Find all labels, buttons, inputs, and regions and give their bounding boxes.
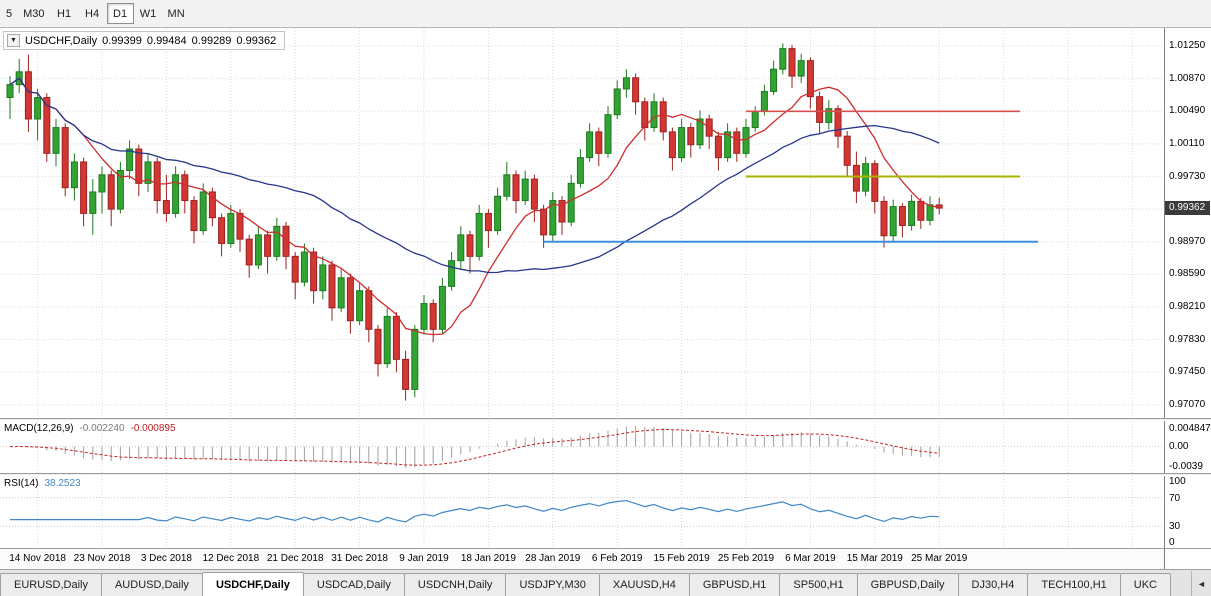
time-axis-label: 23 Nov 2018 bbox=[73, 553, 131, 564]
macd-name: MACD(12,26,9) bbox=[4, 423, 74, 434]
macd-chart bbox=[0, 421, 1164, 473]
price-axis-label: 0.98590 bbox=[1169, 268, 1206, 280]
price-axis-label: 0.98210 bbox=[1169, 301, 1206, 312]
timeframe-button-d1[interactable]: D1 bbox=[106, 3, 134, 24]
timeframe-button-mn[interactable]: MN bbox=[167, 7, 185, 20]
macd-axis: 0.004847 0.00 -0.0039 bbox=[1164, 421, 1211, 473]
price-axis[interactable]: 1.01250 1.00870 1.00490 1.00110 0.99730 0.989… bbox=[1164, 28, 1211, 418]
macd-axis-label: 0.004847 bbox=[1169, 423, 1211, 434]
time-axis-label: 9 Jan 2019 bbox=[399, 553, 449, 564]
symbol-ohlc-header: ▼ USDCHF,Daily 0.99399 0.99484 0.99289 0… bbox=[3, 31, 286, 50]
time-axis[interactable]: 14 Nov 2018 23 Nov 2018 3 Dec 2018 12 Dec 2… bbox=[0, 548, 1164, 569]
price-axis-label: 0.98970 bbox=[1169, 235, 1206, 247]
time-axis-label: 12 Dec 2018 bbox=[202, 553, 260, 564]
macd-value: -0.002240 bbox=[79, 423, 125, 434]
time-axis-label: 25 Mar 2019 bbox=[911, 553, 968, 564]
chart-tab[interactable]: USDCHF,Daily bbox=[201, 572, 304, 596]
chart-tabbar: EURUSD,Daily AUDUSD,Daily USDCHF,Daily USDC… bbox=[0, 569, 1211, 596]
rsi-value: 38.2523 bbox=[44, 478, 81, 489]
price-chart-panel[interactable]: ▼ USDCHF,Daily 0.99399 0.99484 0.99289 0… bbox=[0, 28, 1164, 418]
timeframe-button-m30[interactable]: M30 bbox=[23, 7, 45, 20]
chart-tabs: EURUSD,Daily AUDUSD,Daily USDCHF,Daily USDC… bbox=[0, 570, 1211, 596]
macd-signal-value: -0.000895 bbox=[130, 423, 176, 434]
candlestick-chart bbox=[0, 28, 1164, 418]
open-value: 0.99399 bbox=[102, 34, 142, 47]
time-axis-label: 18 Jan 2019 bbox=[460, 553, 516, 564]
low-value: 0.99289 bbox=[191, 34, 232, 47]
price-axis-label: 1.01250 bbox=[1169, 40, 1206, 52]
chart-window: ▼ USDCHF,Daily 0.99399 0.99484 0.99289 0… bbox=[0, 28, 1211, 569]
chart-tab[interactable]: SP500,H1 bbox=[779, 573, 858, 596]
tab-scroll-left-button[interactable]: ◄ bbox=[1191, 571, 1211, 596]
time-axis-label: 15 Mar 2019 bbox=[846, 553, 903, 564]
macd-panel[interactable]: MACD(12,26,9) -0.002240 -0.000895 bbox=[0, 421, 1164, 473]
timeframe-button-h4[interactable]: H4 bbox=[85, 7, 100, 20]
chart-tab[interactable]: GBPUSD,H1 bbox=[688, 573, 781, 596]
price-axis-label: 1.00110 bbox=[1169, 137, 1205, 149]
time-axis-label: 25 Feb 2019 bbox=[717, 553, 775, 564]
rsi-axis-label: 30 bbox=[1169, 521, 1181, 533]
price-axis-label: 0.99730 bbox=[1169, 170, 1206, 182]
rsi-header: RSI(14) 38.2523 bbox=[4, 478, 81, 489]
close-value: 0.99362 bbox=[236, 34, 277, 47]
symbol-label: USDCHF,Daily bbox=[25, 34, 98, 47]
time-axis-label: 6 Mar 2019 bbox=[785, 553, 836, 564]
ohlc-values: 0.99399 0.99484 0.99289 0.99362 bbox=[102, 35, 276, 47]
time-axis-label: 21 Dec 2018 bbox=[266, 553, 324, 564]
time-axis-label: 31 Dec 2018 bbox=[331, 553, 388, 564]
timeframe-button-w1[interactable]: W1 bbox=[139, 7, 157, 20]
time-axis-label: 3 Dec 2018 bbox=[140, 553, 192, 564]
chart-tab[interactable]: USDJPY,M30 bbox=[505, 573, 600, 596]
panel-separator[interactable] bbox=[0, 473, 1211, 476]
timeframe-button-h1[interactable]: H1 bbox=[57, 7, 72, 20]
chart-tab[interactable]: USDCAD,Daily bbox=[302, 573, 405, 596]
timeframe-button-5[interactable]: 5 bbox=[6, 7, 13, 20]
current-price-badge: 0.99362 bbox=[1165, 201, 1210, 216]
rsi-panel[interactable]: RSI(14) 38.2523 bbox=[0, 476, 1164, 548]
rsi-axis-label: 100 bbox=[1169, 476, 1186, 487]
price-axis-label: 1.00490 bbox=[1169, 105, 1206, 117]
panel-separator[interactable] bbox=[0, 418, 1211, 421]
chart-tab[interactable]: DJ30,H4 bbox=[957, 573, 1029, 596]
price-axis-label: 1.00870 bbox=[1169, 72, 1206, 84]
time-axis-label: 14 Nov 2018 bbox=[9, 553, 66, 564]
price-axis-label: 0.97070 bbox=[1169, 398, 1206, 410]
timeframe-toolbar: 5 M30 H1 H4 D1 W1 MN bbox=[0, 0, 1211, 28]
chart-tab[interactable]: XAUUSD,H4 bbox=[598, 573, 690, 596]
chart-tab[interactable]: TECH100,H1 bbox=[1027, 573, 1121, 596]
time-axis-label: 15 Feb 2019 bbox=[653, 553, 710, 564]
time-axis-label: 6 Feb 2019 bbox=[591, 553, 643, 564]
chevron-down-icon[interactable]: ▼ bbox=[7, 34, 20, 47]
time-axis-label: 28 Jan 2019 bbox=[525, 553, 581, 564]
chart-tab[interactable]: AUDUSD,Daily bbox=[100, 573, 203, 596]
rsi-axis-label: 70 bbox=[1169, 492, 1181, 504]
price-axis-label: 0.97450 bbox=[1169, 366, 1206, 378]
macd-axis-label: 0.00 bbox=[1169, 440, 1189, 452]
rsi-axis: 100 70 30 0 bbox=[1164, 476, 1211, 548]
chart-tab[interactable]: GBPUSD,Daily bbox=[856, 573, 959, 596]
rsi-name: RSI(14) bbox=[4, 478, 39, 489]
chart-tab[interactable]: USDCNH,Daily bbox=[403, 573, 507, 596]
macd-axis-label: -0.0039 bbox=[1169, 461, 1203, 472]
rsi-chart bbox=[0, 476, 1164, 548]
chart-tab[interactable]: UKC bbox=[1119, 573, 1171, 596]
price-axis-label: 0.97830 bbox=[1169, 333, 1206, 345]
macd-header: MACD(12,26,9) -0.002240 -0.000895 bbox=[4, 423, 176, 434]
chart-tab[interactable]: EURUSD,Daily bbox=[0, 573, 102, 596]
high-value: 0.99484 bbox=[146, 34, 187, 47]
axis-corner bbox=[1164, 548, 1211, 569]
rsi-axis-label: 0 bbox=[1169, 537, 1175, 548]
